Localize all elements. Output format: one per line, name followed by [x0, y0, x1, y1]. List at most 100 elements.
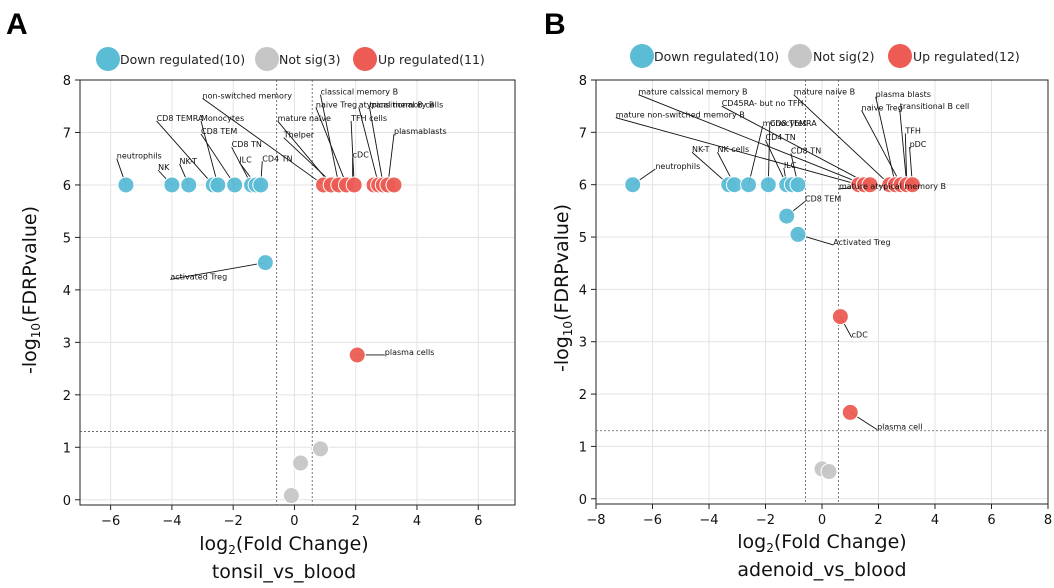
x-tick-label: 8 [1044, 513, 1052, 528]
data-point-notsig [292, 454, 310, 472]
annotation-label: activated Treg [170, 272, 227, 281]
y-tick-label: 4 [63, 284, 71, 299]
data-point-down [789, 176, 807, 194]
annotation-label: classical memory B [320, 88, 398, 97]
x-tick-label: −6 [643, 513, 662, 528]
y-tick-label: 2 [579, 388, 587, 403]
annotation-label: Monocytes [201, 114, 244, 123]
annotation-label: transitional B cell [900, 102, 970, 111]
annotation-leader-line [615, 117, 859, 186]
annotation-label: cDC [353, 151, 370, 160]
annotation-leader-line [899, 108, 908, 185]
data-point-notsig [311, 440, 329, 458]
data-point-down [117, 176, 135, 194]
y-tick-label: 1 [579, 440, 587, 455]
annotation-leader-line [793, 94, 891, 186]
y-tick-label: 5 [63, 231, 71, 246]
panel-a-xlabel: log2(Fold Change) [199, 533, 368, 557]
y-tick-label: 1 [63, 441, 71, 456]
data-point-down [252, 176, 270, 194]
x-tick-label: −2 [224, 514, 243, 529]
annotation-label: CD45RA- but no TFH [722, 99, 804, 108]
annotation-leader-line [369, 107, 384, 186]
data-point-notsig [820, 463, 838, 481]
x-tick-label: −4 [162, 514, 181, 529]
annotation-label: CD8 TN [791, 146, 821, 155]
data-point-down [180, 176, 198, 194]
annotation-label: TFH [904, 126, 921, 135]
data-point-down [789, 225, 807, 243]
annotation-label: ILC [784, 161, 797, 170]
y-tick-label: 4 [579, 283, 587, 298]
data-point-down [725, 176, 743, 194]
y-tick-label: 5 [579, 231, 587, 246]
panel-b-xlabel: log2(Fold Change) [737, 531, 906, 555]
y-tick-label: 6 [579, 179, 587, 194]
legend-marker-notsig [255, 47, 279, 71]
annotation-label: NK cells [717, 145, 749, 154]
annotation-label: mature calssical memory B [638, 88, 747, 97]
panel-b-label: B [544, 8, 566, 41]
data-point-up [385, 176, 403, 194]
annotation-label: Thelper [283, 131, 315, 140]
annotation-label: plasma cells [385, 348, 435, 357]
x-tick-label: 0 [818, 513, 826, 528]
legend-marker-notsig [788, 44, 812, 68]
annotation-leader-line [350, 120, 355, 185]
legend-label-notsig: Not sig(2) [813, 49, 875, 64]
annotation-label: ILC [239, 155, 252, 164]
annotation-label: plasmablasts [394, 127, 447, 136]
annotation-leader-line [875, 96, 896, 185]
annotation-leader-line [320, 94, 340, 186]
panel-a-legend: Down regulated(10) Not sig(3) Up regulat… [96, 47, 485, 71]
y-tick-label: 0 [63, 494, 71, 509]
annotation-label: naive Treg [316, 100, 357, 109]
data-point-up [903, 176, 921, 194]
annotation-leader-line [767, 126, 771, 185]
annotation-label: plasma blasts [876, 90, 931, 99]
annotation-leader-line [200, 133, 236, 186]
x-tick-label: −8 [586, 513, 605, 528]
data-point-up [831, 308, 849, 326]
y-tick-label: 8 [63, 74, 71, 89]
legend-marker-up [353, 47, 377, 71]
panel-a-plot: −6 −4 −2 0 2 4 6 0 1 2 3 4 5 6 7 8 neutrophils NK NK-T CD8 … [63, 74, 516, 529]
y-tick-label: 3 [63, 336, 71, 351]
annotation-leader-line [904, 133, 908, 185]
annotation-leader-line [861, 110, 902, 185]
annotation-label: CD4 TN [262, 154, 292, 163]
annotation-label: CD8 TEM [805, 194, 841, 203]
y-tick-label: 8 [579, 74, 587, 89]
annotation-leader-line [387, 133, 395, 185]
annotation-leader-line [202, 97, 324, 186]
annotation-leader-line [638, 94, 865, 186]
annotation-leader-line [200, 120, 219, 186]
annotation-label: plasma cell [877, 423, 922, 432]
x-tick-label: 6 [474, 514, 482, 529]
x-tick-label: 2 [352, 514, 360, 529]
x-tick-label: 0 [290, 514, 298, 529]
annotation-label: Activated Treg [833, 238, 890, 247]
annotation-label: mature naive B [794, 88, 855, 97]
x-tick-label: −2 [756, 513, 775, 528]
annotation-label: naive Treg [862, 103, 903, 112]
y-tick-label: 3 [579, 336, 587, 351]
annotation-label: CD8 TN [232, 140, 262, 149]
annotation-leader-line [721, 105, 871, 186]
annotation-label: transitional B cells [369, 100, 443, 109]
annotation-label: CD8 TEMRA [157, 114, 204, 123]
legend-label-down: Down regulated(10) [654, 49, 779, 64]
annotation-label: NK [158, 163, 170, 172]
x-tick-label: 6 [987, 513, 995, 528]
x-tick-label: −6 [101, 514, 120, 529]
annotation-label: non-switched memory [203, 91, 293, 100]
panel-a-label: A [6, 8, 28, 41]
annotation-label: TFH cells [350, 114, 387, 123]
annotation-label: CD8 TEM [201, 127, 237, 136]
annotation-label: cDC [852, 331, 869, 340]
annotation-leader-line [156, 120, 214, 186]
annotation-leader-line [748, 125, 764, 185]
legend-label-notsig: Not sig(3) [279, 52, 341, 67]
legend-marker-down [630, 44, 654, 68]
annotation-leader-line [170, 262, 266, 280]
